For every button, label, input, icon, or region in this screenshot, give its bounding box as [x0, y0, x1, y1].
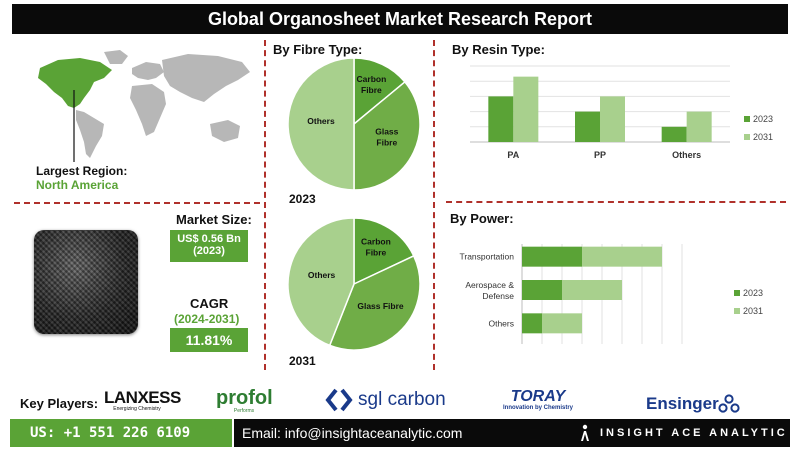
power-legend-label-2031: 2031 — [743, 306, 763, 316]
resin-tick-pa: PA — [507, 150, 519, 160]
resin-bar-others-2023 — [661, 126, 687, 142]
south-america-shape — [76, 110, 104, 158]
pie-label-glass-fibre-2031: Glass Fibre — [357, 301, 404, 311]
cagr-label: CAGR — [190, 296, 229, 311]
resin-tick-pp: PP — [594, 150, 606, 160]
power-legend-label-2023: 2023 — [743, 288, 763, 298]
pie-slice-carbon-fibre-2023 — [353, 57, 406, 126]
pie-label-others-2023: Others — [307, 116, 335, 126]
resin-bar-pp-2031 — [600, 96, 625, 142]
logo-ensinger-name: Ensinger — [646, 394, 719, 413]
resin-type-title: By Resin Type: — [452, 42, 545, 57]
resin-bar-pa-2031 — [513, 76, 539, 142]
carbon-sheet-image — [34, 230, 138, 334]
logo-sgl-name: sgl carbon — [358, 389, 446, 410]
market-size-value: US$ 0.56 Bn — [177, 233, 241, 245]
divider-right-horizontal — [446, 201, 786, 203]
resin-legend-swatch-2023 — [744, 116, 750, 122]
resin-tick-others: Others — [672, 150, 701, 160]
pie-slice-others-2023 — [287, 57, 355, 191]
greenland-shape — [104, 50, 128, 64]
logo-lanxess-name: LANXESS — [104, 388, 181, 407]
asia-shape — [162, 54, 250, 102]
cagr-value: 11.81% — [170, 328, 248, 352]
resin-bar-chart: PA PP Others 2023 2031 — [470, 65, 773, 160]
pie-slice-others-2031 — [287, 217, 355, 347]
logo-lanxess: LANXESS Energizing Chemistry — [104, 388, 181, 412]
divider-left — [264, 40, 266, 370]
pie-label-carbon-fibre-2031: Carbon Fibre — [361, 237, 391, 258]
divider-left-horizontal — [14, 202, 260, 204]
resin-bar-pp-2023 — [575, 111, 600, 142]
power-bar-transportation-2023 — [522, 246, 582, 267]
power-bar-transportation-2031 — [582, 246, 662, 267]
resin-legend-label-2023: 2023 — [753, 114, 773, 124]
logo-profol-tagline: Performs — [233, 408, 255, 414]
logo-profol-name: profol — [216, 387, 273, 409]
market-size-label: Market Size: — [176, 212, 252, 227]
fibre-pie-2023-caption: 2023 — [289, 192, 316, 206]
power-bar-others-2031 — [542, 313, 582, 334]
logo-ensinger: Ensinger — [646, 392, 746, 416]
logo-profol: profol Performs — [216, 387, 273, 414]
logo-toray-name: TORAY — [510, 388, 566, 405]
logo-toray: TORAY Innovation by Chemistry — [496, 388, 580, 412]
africa-shape — [130, 84, 166, 136]
footer-phone: US: +1 551 226 6109 — [10, 419, 232, 447]
fibre-type-title: By Fibre Type: — [273, 42, 363, 57]
largest-region-label: Largest Region: — [36, 164, 128, 178]
logo-lanxess-tagline: Energizing Chemistry — [113, 406, 161, 412]
footer-email: Email: info@insightaceanalytic.com — [242, 425, 463, 441]
pie-label-carbon-fibre-2023: Carbon Fibre — [357, 74, 387, 95]
resin-bar-others-2031 — [686, 111, 712, 142]
power-legend-swatch-2031 — [734, 308, 740, 314]
ensinger-rings-icon — [718, 394, 740, 413]
pie-slice-carbon-fibre-2031 — [353, 217, 415, 286]
report-title: Global Organosheet Market Research Repor… — [12, 4, 788, 34]
power-bar-aerospace-defense-2023 — [522, 280, 562, 300]
europe-shape — [132, 62, 164, 80]
key-players-label: Key Players: — [20, 396, 99, 411]
power-title: By Power: — [450, 211, 514, 226]
power-bar-chart: Transportation Aerospace & Defense Others 20… — [460, 244, 763, 344]
largest-region-value: North America — [36, 178, 119, 192]
power-tick-transportation: Transportation — [460, 252, 515, 262]
pie-slice-glass-fibre-2023 — [353, 80, 421, 191]
pie-label-others-2031: Others — [308, 270, 336, 280]
insight-ace-logo-icon — [581, 424, 589, 441]
footer-bar: Email: info@insightaceanalytic.com INSIG… — [234, 419, 790, 447]
resin-legend-swatch-2031 — [744, 134, 750, 140]
logo-sgl-carbon: sgl carbon — [324, 387, 454, 413]
power-bar-aerospace-defense-2031 — [562, 280, 622, 300]
pie-label-glass-fibre-2023: Glass Fibre — [375, 127, 398, 148]
power-tick-aerospace-defense: Aerospace & Defense — [465, 280, 514, 301]
fibre-pie-2031-caption: 2031 — [289, 354, 316, 368]
power-bar-others-2023 — [522, 313, 542, 334]
divider-right — [433, 40, 435, 370]
footer-brand: INSIGHT ACE ANALYTIC — [600, 427, 788, 439]
resin-bar-pa-2023 — [488, 96, 514, 142]
north-america-region — [38, 58, 112, 108]
power-legend-swatch-2023 — [734, 290, 740, 296]
australia-shape — [210, 120, 240, 142]
logo-toray-tagline: Innovation by Chemistry — [502, 405, 573, 411]
pie-slice-glass-fibre-2031 — [328, 254, 421, 351]
world-map — [38, 50, 250, 162]
resin-legend-label-2031: 2031 — [753, 132, 773, 142]
power-tick-others: Others — [488, 318, 514, 328]
fibre-pie-2023: Carbon Fibre Glass Fibre Others — [287, 57, 421, 191]
market-size-box: US$ 0.56 Bn (2023) — [170, 230, 248, 262]
market-size-year: (2023) — [193, 245, 225, 257]
sgl-chevron-icon — [325, 388, 353, 412]
cagr-period: (2024-2031) — [174, 312, 240, 326]
fibre-pie-2031: Carbon Fibre Glass Fibre Others — [287, 217, 421, 351]
